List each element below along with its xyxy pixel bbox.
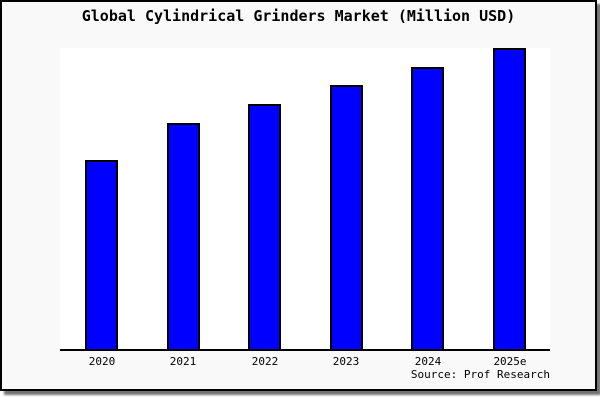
bar-2023 <box>330 85 363 349</box>
x-axis-label-2022: 2022 <box>251 355 279 368</box>
x-axis-label-2020: 2020 <box>88 355 116 368</box>
bar-2025e <box>493 48 526 349</box>
x-axis-label-2023: 2023 <box>332 355 360 368</box>
bar-2024 <box>411 67 444 349</box>
x-axis-label-2024: 2024 <box>414 355 442 368</box>
x-axis-label-2021: 2021 <box>169 355 197 368</box>
chart-card: Global Cylindrical Grinders Market (Mill… <box>0 0 597 391</box>
bar-2021 <box>167 123 200 349</box>
bar-2022 <box>248 104 281 349</box>
source-note: Source: Prof Research <box>410 368 550 381</box>
chart-title: Global Cylindrical Grinders Market (Mill… <box>81 7 516 25</box>
bar-2020 <box>85 160 118 349</box>
x-axis-label-2025e: 2025e <box>493 355 527 368</box>
plot-area <box>60 48 550 351</box>
